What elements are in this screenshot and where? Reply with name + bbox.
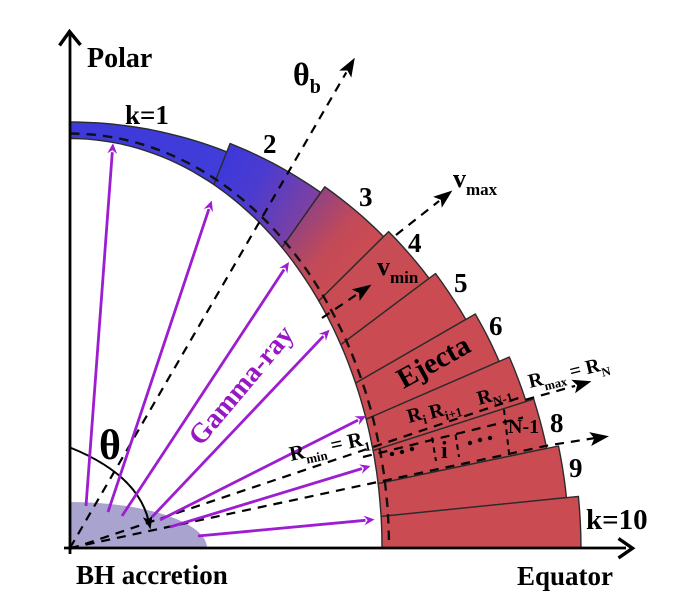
svg-text:i: i: [441, 438, 448, 464]
svg-text:θ: θ: [99, 423, 121, 469]
svg-text:4: 4: [408, 228, 422, 258]
svg-text:5: 5: [454, 268, 468, 298]
svg-text:2: 2: [263, 129, 277, 159]
svg-text:N-1: N-1: [508, 416, 539, 438]
svg-text:6: 6: [489, 311, 503, 341]
svg-text:Equator: Equator: [517, 561, 613, 591]
svg-text:8: 8: [550, 408, 564, 438]
svg-text:k=10: k=10: [586, 504, 648, 536]
svg-text:9: 9: [569, 453, 583, 483]
svg-text:Polar: Polar: [87, 43, 152, 74]
svg-text:3: 3: [359, 182, 373, 212]
svg-text:k=1: k=1: [125, 100, 169, 130]
svg-text:BH accretion: BH accretion: [76, 560, 228, 590]
